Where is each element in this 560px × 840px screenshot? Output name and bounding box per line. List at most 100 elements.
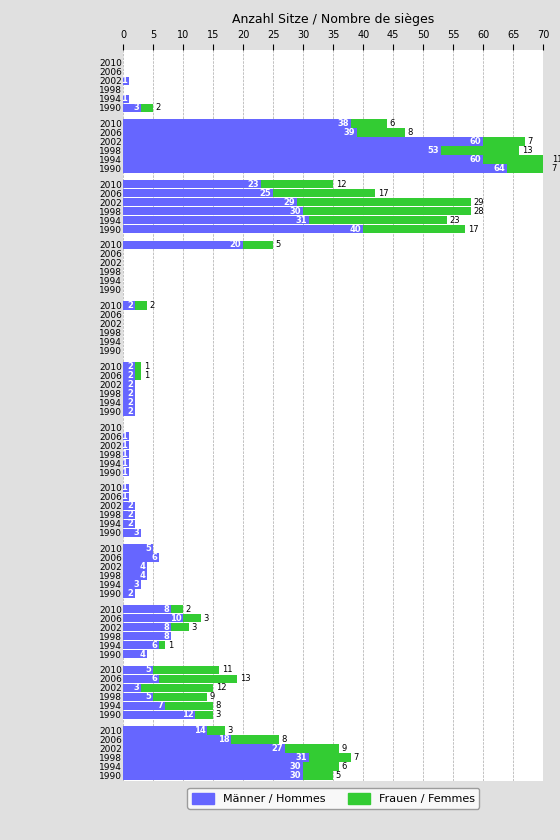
- Bar: [123, 119, 351, 128]
- Bar: [123, 571, 147, 580]
- Text: 11: 11: [222, 665, 232, 675]
- Bar: [363, 225, 465, 234]
- Text: 2: 2: [128, 407, 133, 416]
- Text: 2: 2: [128, 362, 133, 370]
- Bar: [135, 362, 141, 370]
- Text: 3: 3: [204, 614, 209, 622]
- Text: 6: 6: [152, 553, 157, 562]
- Bar: [273, 189, 375, 197]
- Bar: [123, 207, 303, 215]
- Text: 4: 4: [139, 571, 146, 580]
- Bar: [123, 432, 129, 440]
- Text: 29: 29: [474, 197, 484, 207]
- Bar: [123, 216, 309, 224]
- Text: 1: 1: [122, 492, 128, 501]
- Bar: [123, 146, 441, 155]
- Bar: [153, 693, 207, 701]
- Bar: [123, 711, 195, 719]
- Text: 40: 40: [350, 224, 361, 234]
- Text: 3: 3: [192, 622, 197, 632]
- Bar: [171, 605, 183, 613]
- Bar: [309, 753, 351, 762]
- Bar: [153, 665, 219, 675]
- Text: 28: 28: [474, 207, 484, 216]
- Bar: [123, 562, 147, 570]
- Legend: Männer / Hommes, Frauen / Femmes: Männer / Hommes, Frauen / Femmes: [187, 788, 479, 809]
- Text: 2: 2: [150, 301, 155, 310]
- Bar: [123, 771, 303, 780]
- Text: 5: 5: [146, 665, 151, 675]
- Text: 53: 53: [428, 146, 440, 155]
- Text: 31: 31: [296, 753, 307, 762]
- Bar: [123, 701, 165, 710]
- Text: 3: 3: [227, 726, 233, 735]
- Text: 7: 7: [158, 701, 164, 711]
- Text: 13: 13: [521, 146, 532, 155]
- Bar: [483, 155, 549, 164]
- Bar: [261, 180, 333, 188]
- Text: 5: 5: [276, 240, 281, 249]
- Text: 11: 11: [552, 155, 560, 164]
- Bar: [123, 735, 231, 743]
- Text: 2: 2: [128, 510, 133, 519]
- Bar: [243, 241, 273, 249]
- Bar: [123, 650, 147, 659]
- Bar: [135, 371, 141, 380]
- Bar: [141, 103, 153, 112]
- Bar: [135, 302, 147, 310]
- Text: 1: 1: [122, 483, 128, 492]
- Bar: [123, 129, 357, 137]
- Text: 7: 7: [353, 753, 359, 762]
- Bar: [171, 623, 189, 632]
- Bar: [123, 632, 171, 640]
- Bar: [123, 371, 135, 380]
- Text: 1: 1: [122, 440, 128, 449]
- Text: 2: 2: [128, 370, 133, 380]
- Bar: [303, 207, 471, 215]
- Bar: [123, 614, 183, 622]
- Bar: [351, 119, 387, 128]
- Bar: [123, 362, 135, 370]
- Text: 9: 9: [209, 692, 215, 701]
- Bar: [123, 241, 243, 249]
- Text: 12: 12: [181, 711, 193, 719]
- Text: 30: 30: [290, 762, 301, 771]
- Text: 38: 38: [338, 119, 349, 128]
- Bar: [123, 744, 285, 753]
- Bar: [123, 225, 363, 234]
- Text: 1: 1: [122, 459, 128, 468]
- Bar: [123, 528, 141, 537]
- Text: 12: 12: [216, 684, 226, 692]
- Bar: [123, 519, 135, 528]
- Bar: [123, 727, 207, 735]
- Text: 39: 39: [344, 128, 356, 137]
- Bar: [297, 198, 471, 207]
- Text: 8: 8: [408, 128, 413, 137]
- Text: 6: 6: [390, 119, 395, 128]
- Bar: [123, 684, 141, 692]
- Text: 7: 7: [552, 164, 557, 173]
- Bar: [123, 753, 309, 762]
- Text: 1: 1: [122, 432, 128, 440]
- Bar: [309, 216, 447, 224]
- Bar: [303, 771, 333, 780]
- Bar: [123, 407, 135, 416]
- Text: 3: 3: [134, 528, 139, 538]
- Text: 1: 1: [122, 468, 128, 476]
- Bar: [123, 165, 507, 173]
- Text: 14: 14: [194, 726, 206, 735]
- Text: 20: 20: [230, 240, 241, 249]
- Bar: [123, 665, 153, 675]
- Bar: [123, 103, 141, 112]
- Bar: [441, 146, 519, 155]
- Bar: [123, 449, 129, 459]
- Bar: [507, 165, 549, 173]
- Bar: [123, 763, 303, 771]
- Text: 2: 2: [128, 519, 133, 528]
- Text: 27: 27: [272, 744, 283, 753]
- Bar: [123, 155, 483, 164]
- Text: 29: 29: [284, 197, 296, 207]
- Text: 23: 23: [248, 180, 259, 189]
- Text: 1: 1: [122, 94, 128, 103]
- Text: 2: 2: [128, 589, 133, 598]
